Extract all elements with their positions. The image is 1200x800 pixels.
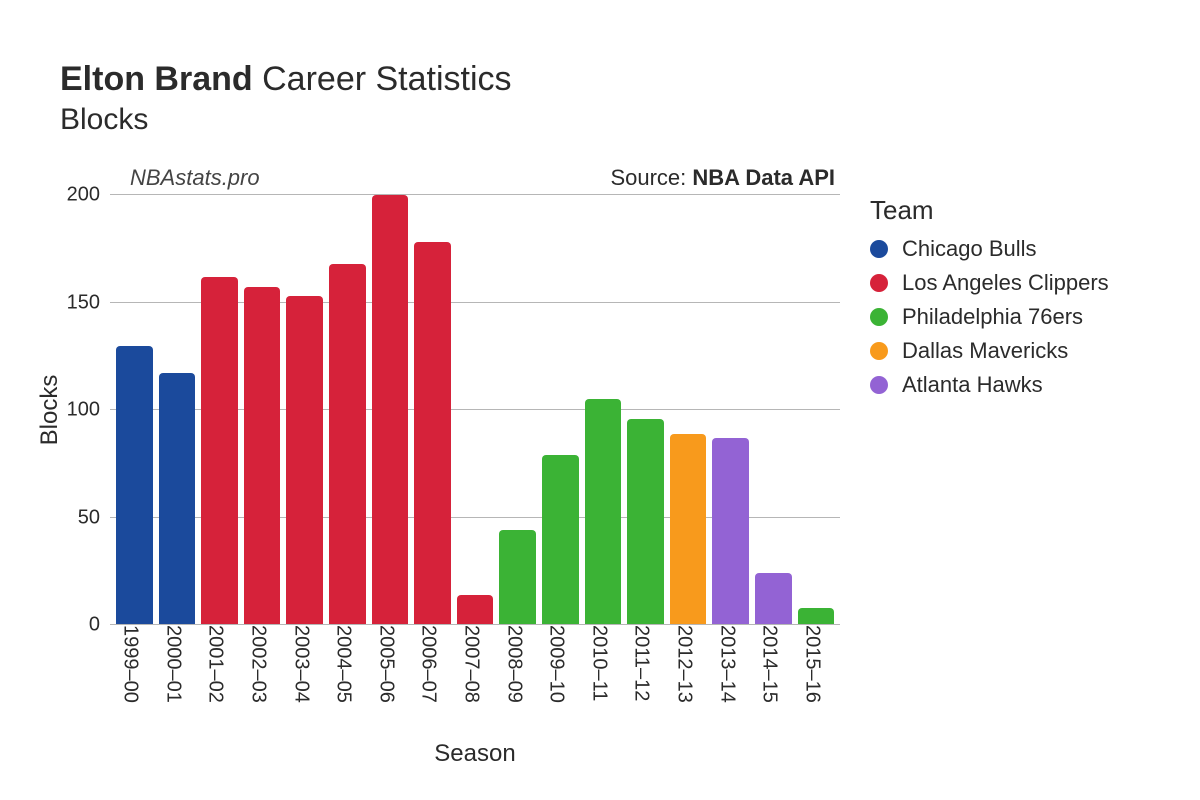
bar xyxy=(244,287,281,625)
y-tick-label: 150 xyxy=(67,291,110,314)
legend-title: Team xyxy=(870,195,1109,226)
bar-slot: 1999–00 xyxy=(116,195,153,625)
x-tick-label: 2013–14 xyxy=(715,625,746,703)
bar xyxy=(329,264,366,625)
bar xyxy=(499,530,536,625)
bar xyxy=(798,608,835,625)
bar xyxy=(542,455,579,625)
x-axis-baseline xyxy=(110,624,840,625)
bar-slot: 2003–04 xyxy=(286,195,323,625)
bar-slot: 2006–07 xyxy=(414,195,451,625)
x-tick-label: 2011–12 xyxy=(630,625,661,701)
bar xyxy=(201,277,238,625)
x-tick-label: 2000–01 xyxy=(161,625,192,703)
legend: Team Chicago Bulls Los Angeles Clippers Ph… xyxy=(870,195,1109,406)
bar-slot: 2012–13 xyxy=(670,195,707,625)
bar xyxy=(585,399,622,625)
bar-slot: 2000–01 xyxy=(159,195,196,625)
source-text: Source: NBA Data API xyxy=(610,165,835,191)
chart-title: Elton Brand Career Statistics xyxy=(60,60,1160,99)
bar xyxy=(627,419,664,625)
y-tick-label: 200 xyxy=(67,184,110,207)
bar-slot: 2015–16 xyxy=(798,195,835,625)
x-tick-label: 2012–13 xyxy=(673,625,704,703)
title-bold: Elton Brand xyxy=(60,60,253,98)
bar-slot: 2013–14 xyxy=(712,195,749,625)
bar xyxy=(372,195,409,625)
legend-item: Dallas Mavericks xyxy=(870,338,1109,364)
bar-slot: 2007–08 xyxy=(457,195,494,625)
y-tick-label: 0 xyxy=(89,614,110,637)
legend-swatch xyxy=(870,274,888,292)
bar-slot: 2004–05 xyxy=(329,195,366,625)
bar xyxy=(286,296,323,625)
bar-slot: 2002–03 xyxy=(244,195,281,625)
bar xyxy=(457,595,494,625)
x-tick-label: 2005–06 xyxy=(374,625,405,703)
bar xyxy=(414,242,451,625)
legend-swatch xyxy=(870,342,888,360)
legend-item: Philadelphia 76ers xyxy=(870,304,1109,330)
bar xyxy=(159,373,196,625)
x-tick-label: 2003–04 xyxy=(289,625,320,703)
bar-slot: 2011–12 xyxy=(627,195,664,625)
legend-label: Philadelphia 76ers xyxy=(902,304,1083,330)
legend-label: Dallas Mavericks xyxy=(902,338,1068,364)
x-tick-label: 2015–16 xyxy=(800,625,831,703)
watermark-text: NBAstats.pro xyxy=(130,165,260,191)
bar-slot: 2001–02 xyxy=(201,195,238,625)
legend-swatch xyxy=(870,376,888,394)
legend-label: Chicago Bulls xyxy=(902,236,1037,262)
bar-slot: 2008–09 xyxy=(499,195,536,625)
legend-label: Los Angeles Clippers xyxy=(902,270,1109,296)
title-rest: Career Statistics xyxy=(253,60,512,98)
x-tick-label: 2002–03 xyxy=(247,625,278,703)
x-tick-label: 2008–09 xyxy=(502,625,533,703)
legend-item: Los Angeles Clippers xyxy=(870,270,1109,296)
bar-slot: 2005–06 xyxy=(372,195,409,625)
legend-item: Atlanta Hawks xyxy=(870,372,1109,398)
bar xyxy=(755,573,792,625)
bar xyxy=(670,434,707,625)
bar-slot: 2014–15 xyxy=(755,195,792,625)
source-name: NBA Data API xyxy=(692,165,835,190)
legend-swatch xyxy=(870,308,888,326)
x-tick-label: 2001–02 xyxy=(204,625,235,703)
x-axis-title: Season xyxy=(434,740,515,768)
y-axis-title: Blocks xyxy=(36,375,64,446)
x-tick-label: 2014–15 xyxy=(758,625,789,703)
bar xyxy=(712,438,749,625)
x-tick-label: 1999–00 xyxy=(119,625,150,703)
x-tick-label: 2006–07 xyxy=(417,625,448,703)
x-tick-label: 2009–10 xyxy=(545,625,576,703)
x-tick-label: 2004–05 xyxy=(332,625,363,703)
y-tick-label: 100 xyxy=(67,399,110,422)
bar-slot: 2010–11 xyxy=(585,195,622,625)
source-prefix: Source: xyxy=(610,165,692,190)
legend-swatch xyxy=(870,240,888,258)
x-tick-label: 2007–08 xyxy=(460,625,491,703)
chart-subtitle: Blocks xyxy=(60,103,1160,137)
chart-plot-area: 050100150200 1999–002000–012001–022002–0… xyxy=(110,195,840,625)
legend-label: Atlanta Hawks xyxy=(902,372,1043,398)
bar-slot: 2009–10 xyxy=(542,195,579,625)
legend-item: Chicago Bulls xyxy=(870,236,1109,262)
x-tick-label: 2010–11 xyxy=(587,625,618,701)
bar xyxy=(116,346,153,626)
y-tick-label: 50 xyxy=(78,506,110,529)
